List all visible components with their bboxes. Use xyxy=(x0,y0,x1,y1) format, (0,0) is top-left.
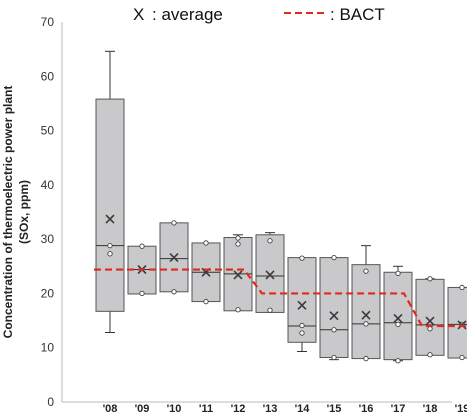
box-6 xyxy=(287,255,317,353)
mean-marker-stroke-b xyxy=(425,316,435,326)
data-point xyxy=(171,289,177,295)
x-tick-label: '17 xyxy=(391,403,406,414)
data-point xyxy=(235,241,241,247)
box-11 xyxy=(447,284,467,361)
data-point xyxy=(395,321,401,328)
data-point xyxy=(203,240,209,246)
y-axis-title: Concentration of thermoelectric power pl… xyxy=(1,86,31,339)
data-point xyxy=(299,255,305,261)
data-point xyxy=(299,330,305,336)
box-3 xyxy=(191,240,221,305)
box-body xyxy=(95,98,125,312)
x-tick-label: '14 xyxy=(295,403,311,414)
y-tick-label: 30 xyxy=(41,232,55,246)
x-tick-label: '12 xyxy=(231,403,246,414)
x-tick-label: '09 xyxy=(135,403,150,414)
data-point xyxy=(395,270,401,276)
box-5 xyxy=(255,232,285,313)
legend-bact-label: : BACT xyxy=(330,5,385,24)
legend: X : average : BACT xyxy=(133,5,385,24)
mean-marker-stroke-b xyxy=(297,300,307,310)
y-tick-label: 0 xyxy=(47,395,54,409)
box-2 xyxy=(159,220,189,295)
data-point xyxy=(363,268,369,274)
y-tick-label: 70 xyxy=(41,15,55,29)
data-point xyxy=(427,276,433,282)
y-ticks: 0 10 20 30 40 50 60 70 xyxy=(41,15,55,409)
box-body xyxy=(287,257,317,343)
mean-marker-stroke-b xyxy=(265,270,275,280)
y-tick-label: 10 xyxy=(41,341,55,355)
y-tick-label: 60 xyxy=(41,69,55,83)
mean-marker-stroke-b xyxy=(105,214,115,224)
data-point xyxy=(427,326,433,332)
box-9 xyxy=(383,265,413,364)
data-point xyxy=(363,355,369,362)
mean-marker-stroke-b xyxy=(233,270,243,280)
x-tick-label: '19 xyxy=(455,403,467,414)
x-ticks: '08 '09 '10 '11 '12 '13 '14 '15 '16 '17 '18 '19 xyxy=(103,403,467,414)
mean-marker-stroke-b xyxy=(169,253,179,263)
box-body xyxy=(255,234,285,313)
data-point xyxy=(203,298,209,305)
legend-average-label: : average xyxy=(152,5,223,24)
data-point xyxy=(299,322,305,329)
x-tick-label: '10 xyxy=(167,403,182,414)
mean-marker-stroke-b xyxy=(361,310,371,320)
x-tick-label: '08 xyxy=(103,403,118,414)
data-point xyxy=(363,321,369,327)
data-point xyxy=(427,352,433,358)
data-point xyxy=(395,358,401,364)
bact-line xyxy=(94,268,467,328)
box-body xyxy=(319,257,349,358)
data-point xyxy=(107,251,113,257)
y-tick-label: 20 xyxy=(41,286,55,300)
data-point xyxy=(267,238,273,244)
x-tick-label: '15 xyxy=(327,403,342,414)
data-point xyxy=(139,243,145,249)
box-body xyxy=(351,264,381,360)
boxes xyxy=(95,50,467,364)
box-7 xyxy=(319,254,349,361)
y-tick-label: 50 xyxy=(41,124,55,138)
mean-marker-stroke-b xyxy=(329,311,339,321)
mean-marker-stroke-b xyxy=(393,313,403,323)
data-point xyxy=(107,243,113,249)
data-point xyxy=(331,254,337,261)
y-axis-title-line1: Concentration of thermoelectric power pl… xyxy=(1,86,15,339)
x-tick-label: '18 xyxy=(423,403,438,414)
data-point xyxy=(235,235,241,241)
box-0 xyxy=(95,50,125,334)
box-body xyxy=(415,278,445,356)
data-point xyxy=(331,354,337,361)
legend-average-marker: X xyxy=(133,5,144,24)
data-point xyxy=(331,327,337,333)
y-axis-title-line2: (SOx, ppm) xyxy=(17,180,31,244)
box-body xyxy=(383,271,413,361)
x-tick-label: '13 xyxy=(263,403,278,414)
x-tick-label: '16 xyxy=(359,403,374,414)
data-point xyxy=(171,220,177,226)
data-point xyxy=(235,307,241,313)
data-point xyxy=(459,354,465,361)
x-tick-label: '11 xyxy=(199,403,213,414)
data-point xyxy=(459,284,465,291)
y-tick-label: 40 xyxy=(41,178,55,192)
data-point xyxy=(267,307,273,313)
box-10 xyxy=(415,276,445,358)
bact-series xyxy=(94,268,467,328)
data-point xyxy=(139,290,145,297)
box-8 xyxy=(351,245,381,362)
